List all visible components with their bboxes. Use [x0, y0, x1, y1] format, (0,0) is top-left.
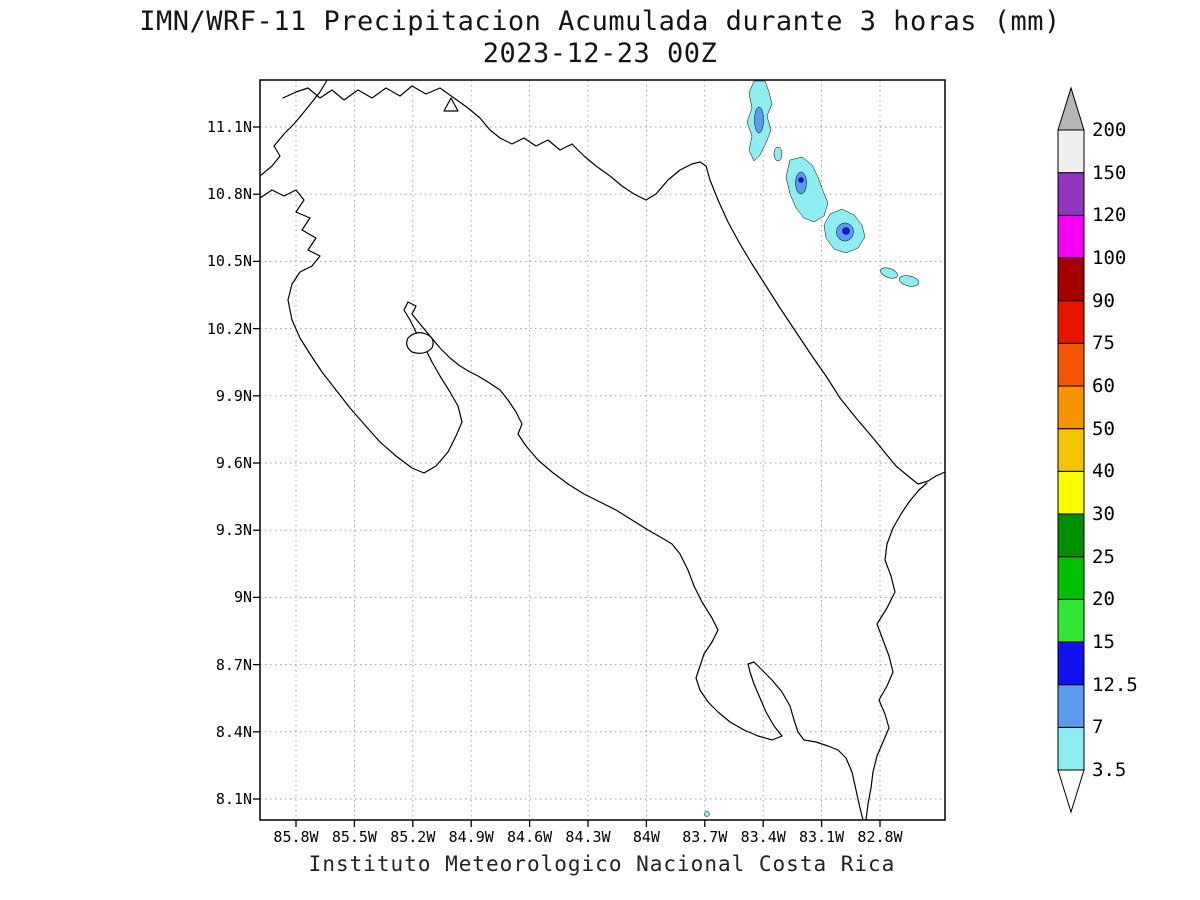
colorbar-tick-label: 150: [1092, 161, 1127, 184]
colorbar-box: [1057, 684, 1085, 728]
x-tick-label: 85.5W: [331, 828, 377, 846]
precip-patch-mid: [785, 156, 829, 223]
precip-core-north: [754, 106, 764, 134]
plot-subtitle-datetime: 2023-12-23 00Z: [482, 38, 718, 69]
map-layers: [260, 80, 945, 820]
panama-border-line: [865, 482, 928, 820]
colorbar-below-arrow: [1057, 769, 1085, 814]
y-tick-label: 9.9N: [215, 386, 252, 405]
x-tick-label: 85.2W: [390, 828, 436, 846]
colorbar-tick-label: 30: [1092, 503, 1115, 525]
x-tick-label: 83.7W: [682, 828, 728, 846]
y-tick-label: 10.8N: [206, 185, 252, 204]
precip-speck-bottom: [704, 811, 710, 817]
colorbar-tick-label: 20: [1092, 588, 1115, 611]
x-tick-label: 85.8W: [273, 828, 319, 846]
y-tick-label: 8.7N: [215, 655, 252, 674]
colorbar-tick-label: 200: [1092, 119, 1127, 141]
y-tick-label: 8.1N: [215, 790, 252, 808]
colorbar-box: [1057, 385, 1085, 430]
y-tick-label: 9N: [233, 588, 252, 607]
colorbar-tick-label: 3.5: [1092, 759, 1127, 781]
precip-max-dot-south: [842, 227, 850, 235]
x-tick-label: 82.8W: [857, 828, 903, 846]
precip-streak-east-2: [898, 275, 920, 287]
costa-rica-pacific-coastline: [260, 189, 864, 820]
y-tick-label: 10.2N: [206, 319, 252, 338]
colorbar-box: [1057, 257, 1085, 302]
lake-island-outline: [443, 97, 459, 112]
y-tick-label: 10.5N: [206, 252, 252, 271]
lake-nicaragua-sanjuan-caribbean-coastline: [282, 85, 945, 485]
nicaragua-pacific-coastline: [260, 80, 328, 177]
y-tick-label: 9.3N: [215, 521, 252, 540]
colorbar-box: [1057, 214, 1085, 259]
colorbar-tick-label: 100: [1092, 247, 1127, 269]
institution-caption: Instituto Meteorologico Nacional Costa R…: [308, 852, 896, 876]
x-tick-label: 84W: [632, 828, 660, 846]
colorbar-tick-label: 15: [1092, 631, 1115, 653]
colorbar-tick-label: 25: [1092, 545, 1115, 568]
colorbar-box: [1057, 129, 1085, 174]
colorbar-box: [1057, 556, 1085, 600]
colorbar-tick-label: 75: [1092, 332, 1115, 355]
colorbar-tick-label: 7: [1092, 716, 1104, 739]
x-tick-label: 84.3W: [565, 828, 611, 846]
colorbar-tick-label: 120: [1092, 204, 1127, 227]
precip-patch-small: [773, 146, 783, 162]
x-tick-label: 84.6W: [507, 828, 553, 846]
plot-title: IMN/WRF-11 Precipitacion Acumulada duran…: [139, 6, 1061, 37]
y-tick-label: 9.6N: [215, 454, 252, 472]
colorbar: [1057, 86, 1085, 814]
colorbar-box: [1057, 598, 1085, 643]
colorbar-tick-label: 90: [1092, 289, 1115, 312]
precipitation-layer: [704, 80, 920, 817]
x-tick-label: 83.1W: [799, 828, 845, 846]
axis-ticks: [253, 126, 881, 827]
colorbar-box: [1057, 470, 1085, 515]
colorbar-box: [1057, 172, 1085, 216]
x-tick-label: 84.9W: [448, 828, 494, 846]
colorbar-box: [1057, 726, 1085, 771]
colorbar-box: [1057, 513, 1085, 558]
colorbar-box: [1057, 428, 1085, 472]
colorbar-box: [1057, 641, 1085, 686]
precip-max-dot-mid: [798, 177, 804, 183]
map-frame: [259, 79, 946, 821]
grid-lines: [260, 80, 945, 820]
precip-streak-east-1: [880, 267, 898, 279]
colorbar-box: [1057, 342, 1085, 387]
colorbar-tick-label: 40: [1092, 460, 1115, 483]
x-tick-label: 83.4W: [740, 828, 786, 846]
colorbar-tick-label: 50: [1092, 417, 1115, 440]
colorbar-above-arrow: [1057, 86, 1085, 131]
y-tick-label: 8.4N: [215, 722, 252, 741]
y-tick-label: 11.1N: [206, 118, 252, 136]
colorbar-tick-label: 12.5: [1092, 673, 1138, 696]
colorbar-tick-label: 60: [1092, 375, 1115, 397]
chira-island-outline: [406, 332, 434, 354]
precip-core-mid: [795, 171, 807, 195]
colorbar-box: [1057, 300, 1085, 344]
